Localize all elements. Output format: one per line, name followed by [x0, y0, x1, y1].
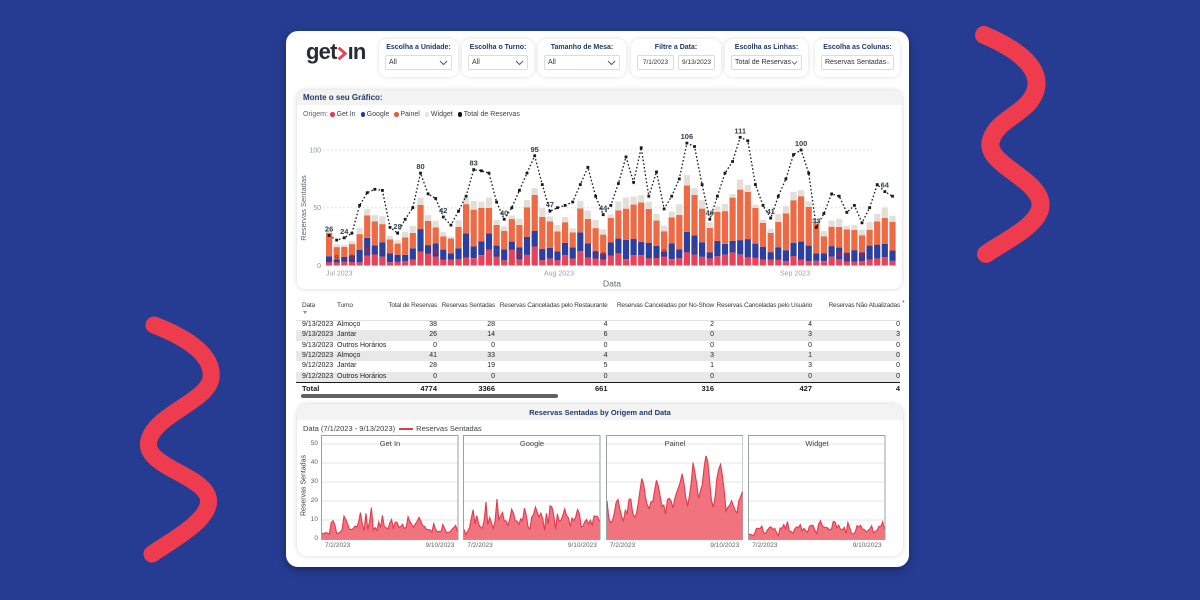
- svg-text:8: 8: [837, 252, 841, 259]
- svg-text:95: 95: [531, 145, 539, 154]
- svg-text:Google: Google: [520, 439, 544, 448]
- svg-text:Painel: Painel: [664, 439, 685, 448]
- svg-text:Sep 2023: Sep 2023: [780, 271, 810, 278]
- svg-text:28: 28: [393, 222, 401, 231]
- svg-text:42: 42: [439, 206, 447, 215]
- svg-text:111: 111: [734, 126, 746, 135]
- svg-text:7: 7: [594, 251, 598, 258]
- svg-text:40: 40: [500, 208, 508, 217]
- svg-text:80: 80: [416, 162, 424, 171]
- svg-text:0: 0: [317, 263, 321, 270]
- svg-text:47: 47: [546, 200, 554, 209]
- svg-text:40: 40: [706, 208, 714, 217]
- svg-text:50: 50: [313, 205, 321, 212]
- svg-text:106: 106: [681, 132, 694, 141]
- svg-text:9: 9: [365, 248, 369, 255]
- svg-text:Aug 2023: Aug 2023: [544, 271, 574, 278]
- svg-text:41: 41: [767, 207, 775, 216]
- svg-text:83: 83: [470, 159, 478, 168]
- svg-text:9: 9: [860, 254, 864, 261]
- svg-text:33: 33: [812, 216, 820, 225]
- svg-text:Reservas Sentadas: Reservas Sentadas: [299, 175, 308, 241]
- svg-text:9: 9: [517, 252, 521, 259]
- svg-text:44: 44: [599, 204, 608, 213]
- svg-text:26: 26: [325, 225, 333, 234]
- svg-text:100: 100: [309, 147, 321, 154]
- svg-text:Widget: Widget: [806, 439, 830, 448]
- svg-text:9: 9: [662, 249, 666, 256]
- svg-text:9: 9: [731, 245, 735, 252]
- svg-text:8: 8: [495, 249, 499, 256]
- svg-text:64: 64: [881, 181, 890, 190]
- svg-text:Jul 2023: Jul 2023: [326, 271, 353, 278]
- svg-text:9: 9: [335, 255, 339, 262]
- svg-text:100: 100: [795, 139, 808, 148]
- svg-text:8: 8: [601, 252, 605, 259]
- svg-text:Data: Data: [603, 279, 621, 289]
- svg-text:8: 8: [350, 255, 354, 262]
- svg-text:8: 8: [434, 249, 438, 256]
- svg-text:Get In: Get In: [380, 439, 400, 448]
- svg-text:7: 7: [845, 254, 849, 261]
- svg-text:9: 9: [693, 247, 697, 254]
- svg-text:24: 24: [340, 227, 349, 236]
